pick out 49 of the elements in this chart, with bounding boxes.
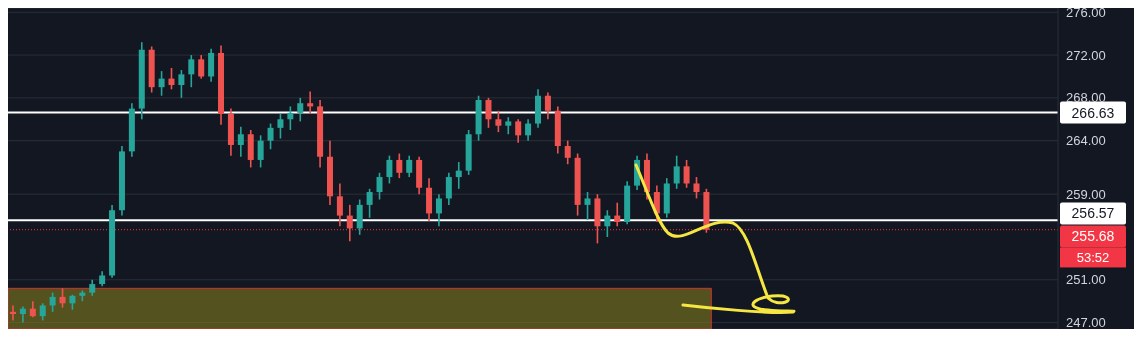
candlestick [485,97,492,129]
y-tick-label: 259.00 [1066,186,1106,202]
y-tick-label: 247.00 [1066,315,1106,331]
candlestick [455,161,462,190]
candlestick [525,118,532,142]
candlestick [445,171,452,206]
candlestick [683,159,690,189]
candlestick [188,54,195,88]
candlestick [356,198,363,236]
candlestick [673,154,680,190]
candlestick [168,67,175,91]
y-tick-label: 276.00 [1066,4,1106,20]
candlestick [208,47,215,83]
candlestick [604,209,611,238]
candlestick [10,304,16,322]
candlestick [297,97,304,123]
candlestick [307,90,314,115]
candlestick [435,193,442,228]
candlestick [396,152,403,179]
candlestick [257,134,264,169]
candlestick [346,204,353,243]
candlestick [386,154,393,185]
y-tick-label: 251.00 [1066,272,1106,288]
candlestick [564,139,571,166]
ref-line-label: 255.68 [1071,228,1115,245]
candlestick [366,188,373,219]
candlestick [237,125,244,158]
candlestick [198,54,205,80]
candlestick [544,91,551,121]
y-tick-label: 272.00 [1066,47,1106,63]
candlestick [287,105,294,131]
candlestick [376,171,383,201]
candlestick [406,154,413,178]
candlestick [336,182,343,228]
candlestick [267,122,274,151]
candlestick [59,287,66,309]
text: 53:52 [1076,250,1110,266]
ref-line-label: 256.57 [1071,205,1115,222]
candlestick [277,113,284,140]
candlestick [515,118,522,144]
candlestick [49,291,56,313]
candlestick [158,70,165,97]
candlestick [178,69,185,99]
candlestick [614,201,621,228]
candlestick [495,109,502,133]
candlestick [584,191,591,221]
ref-line-label: 266.63 [1071,104,1115,121]
candlestick [693,176,700,200]
y-tick-label: 264.00 [1066,133,1106,149]
